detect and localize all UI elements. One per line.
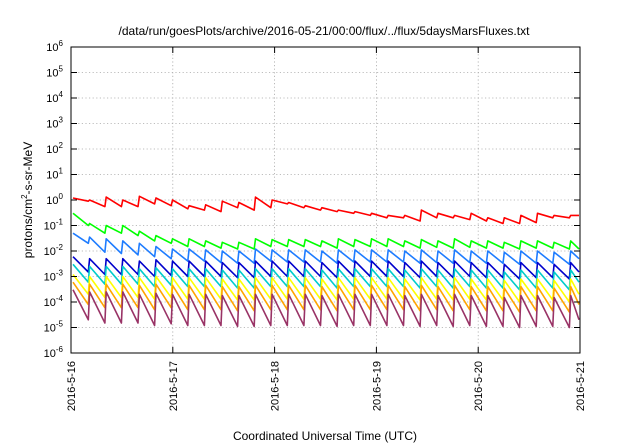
y-tick-base: 10 [44,323,56,335]
series-line [72,274,580,303]
x-tick-label: 2016-5-16 [66,361,78,411]
y-tick-base: 10 [46,93,58,105]
y-tick-label: 103 [46,116,63,131]
series-layer [72,195,580,329]
y-tick-label: 10-1 [44,218,64,233]
series-line [72,195,579,225]
y-tick-base: 10 [46,68,58,80]
y-axis-label: protons/cm2-s-sr-MeV [20,142,35,258]
axis-ticks [70,46,581,354]
y-axis-label-rest: -s-sr-MeV [21,142,35,195]
y-tick-exponent: -6 [56,345,64,354]
x-tick-label: 2016-5-20 [473,361,485,411]
y-tick-base: 10 [44,272,56,284]
y-tick-label: 101 [46,167,63,182]
x-tick-label: 2016-5-18 [270,361,282,411]
y-tick-base: 10 [46,195,58,207]
y-tick-base: 10 [46,42,58,54]
series-line [72,289,580,329]
y-tick-label: 10-6 [44,345,64,360]
grid-lines [71,47,580,353]
y-tick-label: 100 [46,192,63,207]
x-axis-label: Coordinated Universal Time (UTC) [233,429,417,443]
y-tick-exponent: -4 [56,294,64,303]
series-line [72,263,580,291]
y-tick-base: 10 [46,144,58,156]
y-tick-label: 10-3 [44,269,64,284]
y-tick-base: 10 [44,348,56,360]
y-tick-base: 10 [46,170,58,182]
y-tick-exponent: -2 [56,243,64,252]
y-tick-exponent: -1 [56,218,64,227]
y-tick-base: 10 [44,221,56,233]
y-tick-base: 10 [44,246,56,258]
y-tick-exponent: 1 [59,167,64,176]
y-tick-label: 10-4 [44,294,64,309]
series-line [72,232,580,266]
y-axis-label-main: protons/cm [21,199,35,258]
y-tick-exponent: 4 [59,90,64,99]
y-tick-label: 10-5 [44,320,64,335]
y-tick-exponent: 0 [59,192,64,201]
y-tick-label: 104 [46,90,63,105]
y-tick-exponent: -5 [56,320,64,329]
y-tick-label: 105 [46,65,63,80]
y-tick-exponent: 2 [59,141,64,150]
y-tick-label: 102 [46,141,63,156]
y-tick-base: 10 [46,119,58,131]
series-line [72,256,580,280]
x-tick-labels: 2016-5-16 2016-5-17 2016-5-18 2016-5-19 2016… [66,361,587,411]
x-tick-label: 2016-5-21 [575,361,587,411]
y-axis-label-sup: 2 [20,194,29,199]
y-tick-base: 10 [44,297,56,309]
y-tick-label: 106 [46,39,63,54]
y-tick-exponent: -3 [56,269,64,278]
y-tick-exponent: 6 [59,39,64,48]
series-line [72,212,580,250]
y-tick-label: 10-2 [44,243,64,258]
y-tick-labels: 10-610-510-410-310-210-11001011021031041… [44,39,64,360]
y-tick-exponent: 5 [59,65,64,74]
y-tick-exponent: 3 [59,116,64,125]
x-tick-label: 2016-5-17 [168,361,180,411]
x-tick-label: 2016-5-19 [371,361,383,411]
series-line [72,281,580,313]
chart-title: /data/run/goesPlots/archive/2016-05-21/0… [119,24,531,38]
